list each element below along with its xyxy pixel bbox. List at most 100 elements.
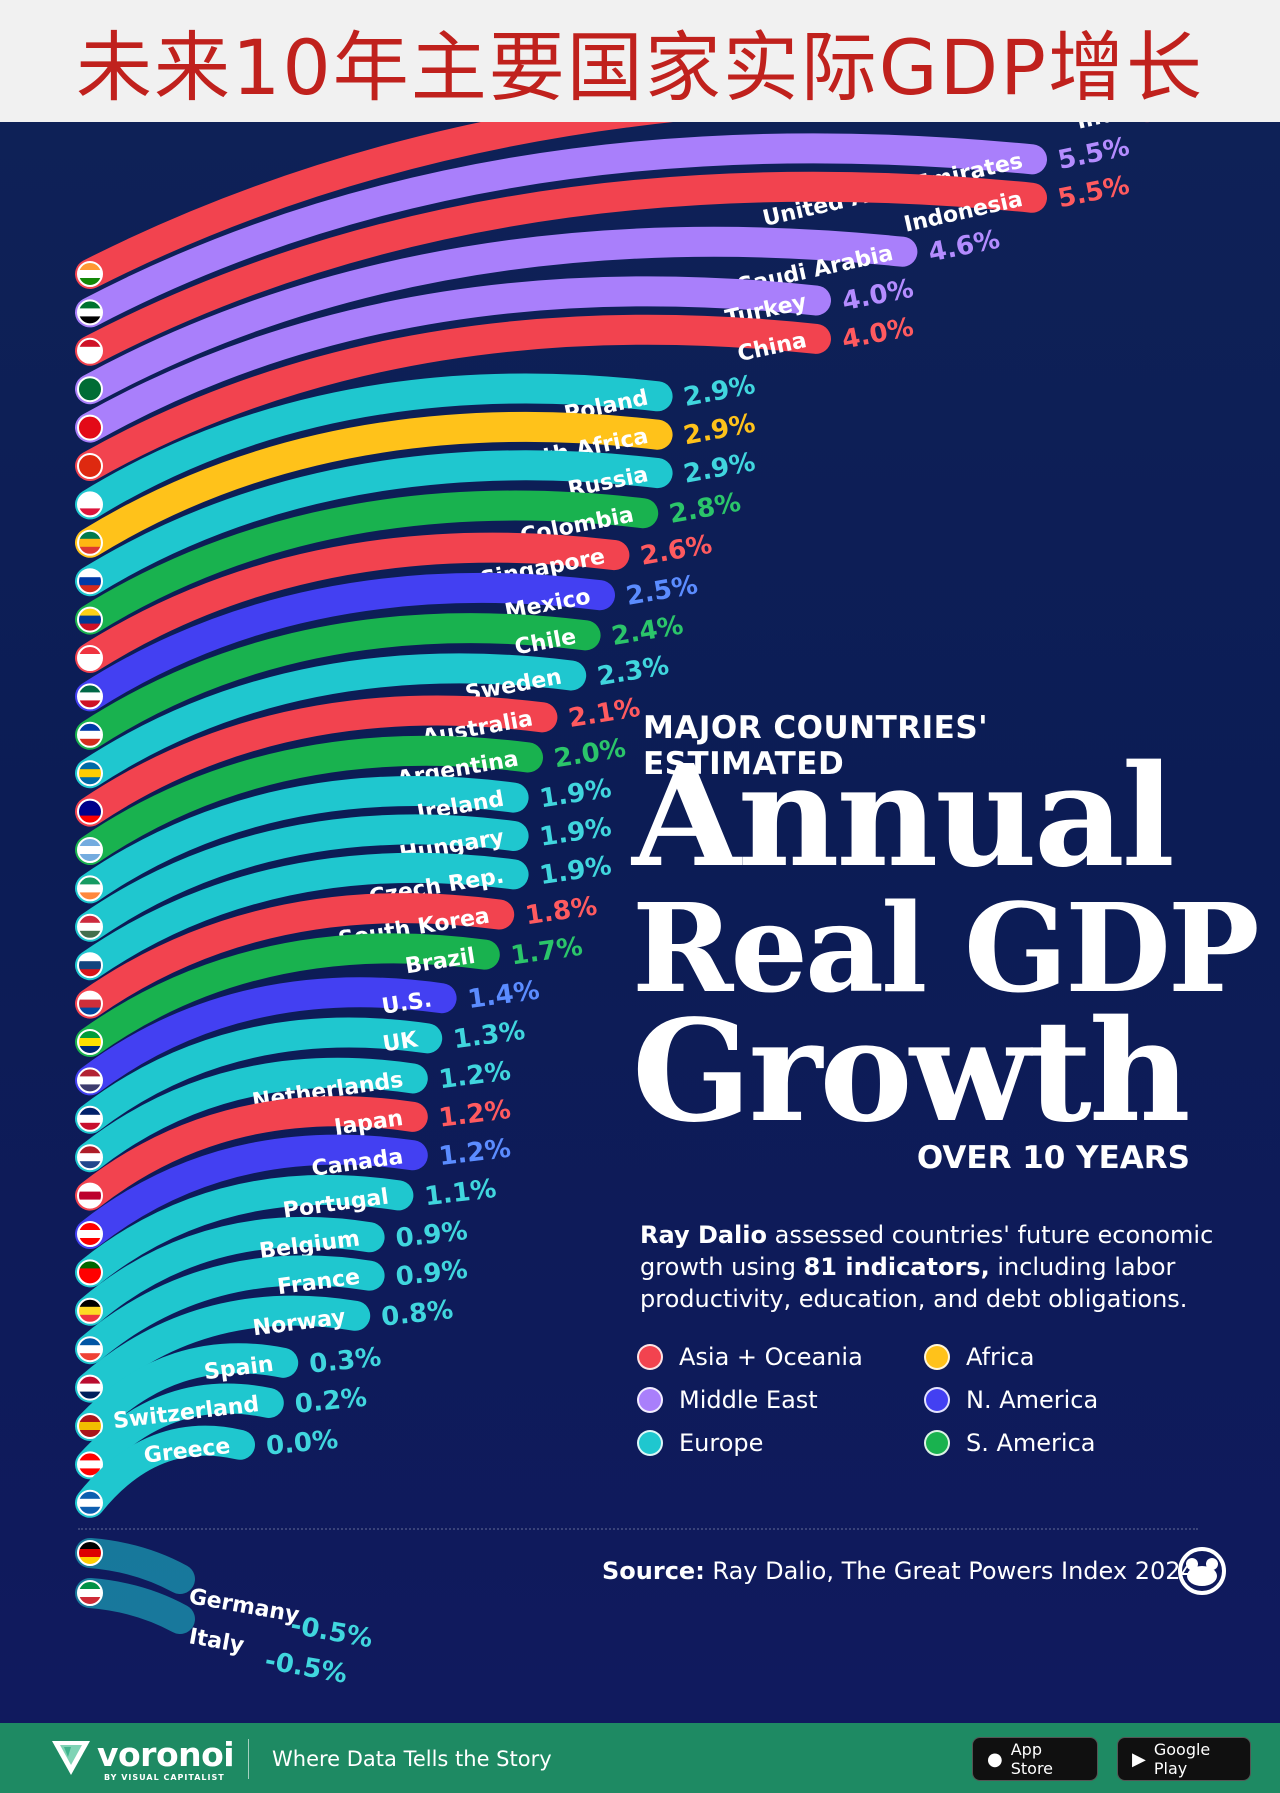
bar-value-label: 5.5%: [1055, 171, 1132, 215]
bar-value-label: 1.4%: [466, 976, 542, 1016]
play-icon: ▶: [1132, 1748, 1146, 1770]
legend-label: S. America: [966, 1429, 1096, 1457]
bar-value-label: 1.2%: [437, 1134, 512, 1173]
bar-value-label: 1.2%: [437, 1095, 512, 1134]
bar: [75, 613, 601, 750]
divider: [78, 1528, 1198, 1530]
bar-value-label: 1.9%: [538, 851, 614, 891]
country-flag-icon: [77, 529, 103, 556]
subtitle-bottom: OVER 10 YEARS: [916, 1140, 1190, 1176]
country-flag-icon: [77, 1297, 103, 1324]
country-flag-icon: [77, 568, 103, 595]
footer-separator: [248, 1739, 249, 1779]
app-store-button[interactable]: ● App Store: [972, 1737, 1098, 1781]
legend-dot-n-america: [924, 1387, 950, 1413]
legend-item-middle-east: Middle East: [637, 1386, 924, 1414]
legend-label: N. America: [966, 1386, 1099, 1414]
bar-value-label: 1.9%: [538, 812, 614, 852]
bar: [75, 314, 831, 481]
bar: [75, 1174, 414, 1288]
bar-country-label: Italy: [187, 1624, 246, 1658]
title-annual: Annual: [632, 735, 1175, 899]
bar: [75, 695, 558, 827]
description-part2: including labor productivity, education,…: [640, 1253, 1188, 1313]
country-flag-icon: [77, 1374, 103, 1401]
google-play-label: Google Play: [1153, 1740, 1211, 1778]
bar-value-label: 2.1%: [566, 693, 642, 734]
description: Ray Dalio assessed countries' future eco…: [640, 1219, 1220, 1315]
country-flag-icon: [77, 837, 103, 863]
country-flag-icon: [77, 453, 103, 479]
bar: [75, 1017, 443, 1134]
bar-value-label: 5.5%: [1055, 132, 1132, 176]
bar-value-label: -0.5%: [263, 1646, 350, 1690]
description-indicators: 81 indicators,: [803, 1253, 990, 1281]
bar-value-label: 1.2%: [437, 1056, 512, 1095]
bar: [75, 133, 1047, 328]
legend-item-s-america: S. America: [924, 1429, 1197, 1457]
bar: [75, 373, 673, 520]
country-flag-icon: [77, 683, 103, 710]
bar-value-label: 2.0%: [552, 733, 628, 774]
bar: [75, 532, 630, 673]
country-flag-icon: [77, 1489, 103, 1516]
source-note: Source: Ray Dalio, The Great Powers Inde…: [602, 1557, 1196, 1585]
bar: [75, 1343, 299, 1441]
description-name: Ray Dalio: [640, 1221, 767, 1249]
bar-value-label: 2.6%: [638, 530, 714, 572]
tagline: Where Data Tells the Story: [272, 1747, 552, 1771]
legend-item-asia: Asia + Oceania: [637, 1343, 924, 1371]
country-flag-icon: [77, 1182, 103, 1209]
bar-value-label: 6.3%: [1170, 122, 1247, 124]
country-flag-icon: [77, 913, 103, 940]
country-flag-icon: [77, 414, 103, 441]
bar-value-label: 4.0%: [839, 274, 916, 317]
bar-group: Mexico 2.5%: [75, 570, 700, 712]
country-flag-icon: [77, 1259, 103, 1286]
bar: [75, 226, 918, 405]
country-flag-icon: [77, 952, 103, 979]
bar: [75, 653, 587, 789]
banner: 未来10年主要国家实际GDP增长: [0, 0, 1280, 122]
bar: [75, 933, 500, 1057]
country-flag-icon: [77, 1451, 103, 1478]
bar-value-label: 0.9%: [394, 1255, 469, 1293]
bar: [75, 1057, 428, 1173]
legend-dot-africa: [924, 1344, 950, 1370]
country-flag-icon: [77, 1029, 103, 1055]
bar-value-label: 1.3%: [451, 1016, 526, 1055]
legend-label: Africa: [966, 1343, 1035, 1371]
bar-value-label: 2.8%: [667, 488, 743, 530]
country-flag-icon: [77, 721, 103, 748]
legend-label: Europe: [679, 1429, 764, 1457]
bar-value-label: 2.9%: [681, 370, 757, 413]
bar-value-label: 0.9%: [394, 1216, 469, 1254]
country-flag-icon: [77, 1144, 103, 1171]
country-flag-icon: [77, 875, 103, 902]
legend-item-africa: Africa: [924, 1343, 1197, 1371]
bar-value-label: -0.5%: [288, 1610, 375, 1654]
country-flag-icon: [77, 1105, 103, 1132]
bar: [75, 411, 673, 558]
bar-value-label: 4.0%: [840, 312, 917, 355]
bar-value-label: 2.3%: [595, 651, 671, 692]
bar-value-label: 2.4%: [609, 610, 685, 652]
subtitle-top: MAJOR COUNTRIES' ESTIMATED: [643, 710, 989, 782]
bar: [75, 1295, 371, 1403]
legend-dot-europe: [637, 1430, 663, 1456]
bar: [75, 977, 457, 1096]
bar: [75, 171, 1047, 366]
legend-item-europe: Europe: [637, 1429, 924, 1457]
bar-country-label: Germany: [187, 1584, 301, 1628]
apple-icon: ●: [987, 1748, 1003, 1770]
bar: [75, 1425, 255, 1518]
bar-value-label: 0.8%: [380, 1295, 455, 1333]
description-part1: assessed countries' future economic grow…: [640, 1221, 1214, 1281]
voronoi-brand-sub: BY VISUAL CAPITALIST: [104, 1773, 225, 1782]
country-flag-icon: [77, 1221, 103, 1247]
google-play-button[interactable]: ▶ Google Play: [1117, 1737, 1251, 1781]
country-flag-icon: [77, 645, 103, 671]
legend-label: Asia + Oceania: [679, 1343, 863, 1371]
bar: [75, 490, 659, 635]
source-label: Source:: [602, 1557, 705, 1585]
